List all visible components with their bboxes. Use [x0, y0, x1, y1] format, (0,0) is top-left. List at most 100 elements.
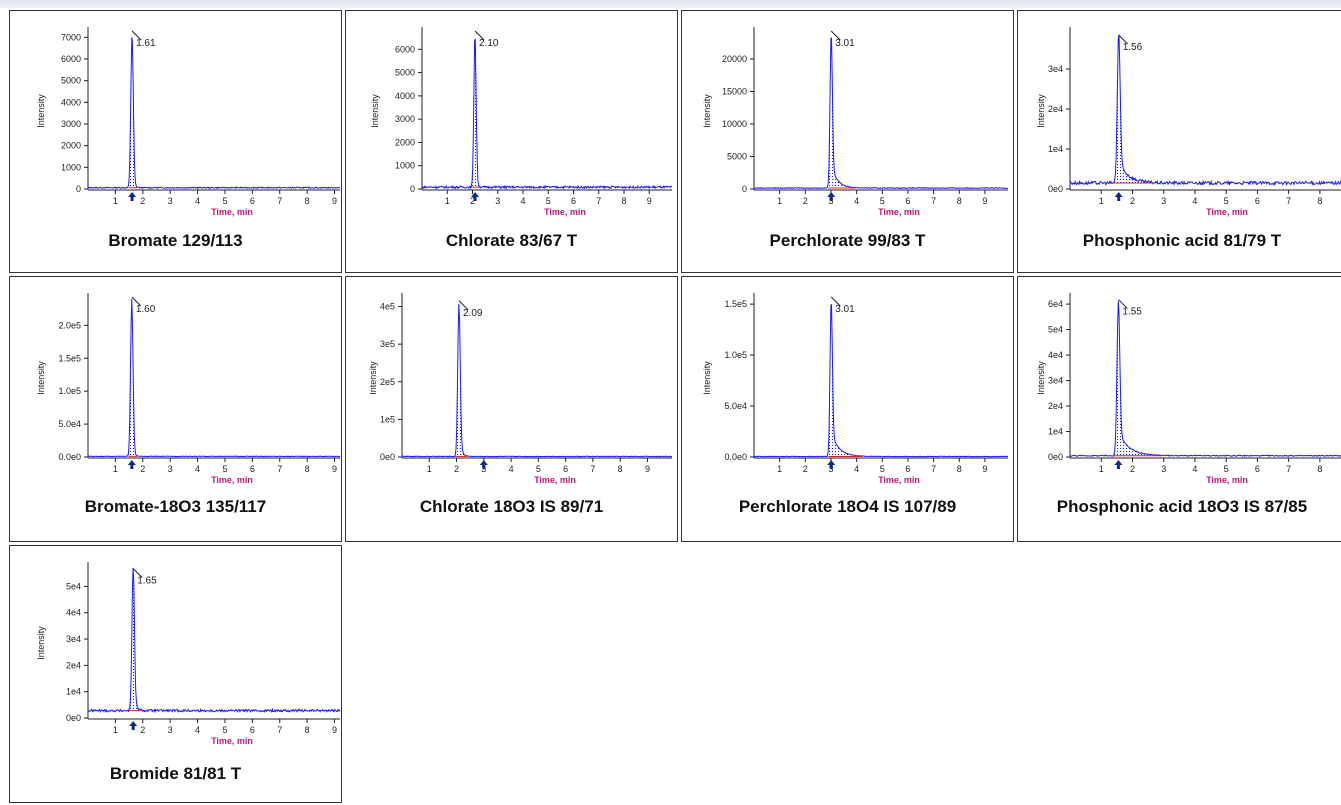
- chromatogram-plot: 0 1000 2000 3000 4000 5000 6000 1 2 3 4 5 6 7 8 9 Intens…: [370, 27, 673, 217]
- x-tick-label: 9: [332, 196, 337, 206]
- chromatogram-panel: 0e01e52e53e54e5123456789IntensityTime, m…: [345, 276, 678, 542]
- y-tick-label: 6000: [61, 54, 81, 64]
- peak-apex-flag: [458, 300, 469, 311]
- x-tick-label: 9: [982, 464, 987, 474]
- expected-rt-arrow-icon: [827, 192, 836, 201]
- expected-rt-arrow-icon: [127, 460, 136, 469]
- x-tick-label: 2: [803, 464, 808, 474]
- x-tick-label: 2: [140, 196, 145, 206]
- x-tick-label: 1: [1099, 196, 1104, 206]
- x-tick-label: 3: [1161, 464, 1166, 474]
- y-tick-label: 2000: [395, 137, 415, 147]
- x-tick-label: 4: [195, 725, 200, 735]
- y-tick-label: 4e4: [1048, 350, 1063, 360]
- x-axis-title: Time, min: [211, 736, 253, 746]
- y-tick-label: 5e4: [1048, 325, 1063, 335]
- signal-trace: [753, 37, 1008, 190]
- y-tick-label: 1e4: [1048, 144, 1063, 154]
- y-axis-title: Intensity: [702, 94, 712, 128]
- y-tick-label: 0e0: [1048, 184, 1063, 194]
- x-tick-label: 6: [250, 725, 255, 735]
- x-tick-label: 2: [803, 196, 808, 206]
- x-tick-label: 6: [1255, 196, 1260, 206]
- x-tick-label: 2: [1130, 196, 1135, 206]
- y-tick-label: 3e5: [380, 339, 395, 349]
- y-tick-label: 6e4: [1048, 299, 1063, 309]
- y-tick-label: 1e4: [66, 687, 81, 697]
- x-tick-label: 4: [509, 464, 514, 474]
- x-tick-label: 9: [332, 725, 337, 735]
- x-tick-label: 3: [168, 196, 173, 206]
- chromatogram-panel: 0 1000 2000 3000 4000 5000 6000 1 2 3 4 5 6 7 8 9 Intens…: [345, 10, 678, 273]
- x-tick-label: 9: [647, 196, 652, 206]
- expected-rt-arrow-icon: [128, 192, 137, 201]
- x-tick-label: 5: [1224, 196, 1229, 206]
- y-axis-title: Intensity: [36, 626, 46, 660]
- chromatogram-plot: 0e0 1e4 2e4 3e4 4e4 5e4 6e4 1 2 3 4 5 6 7 8 Intensity Ti…: [1036, 293, 1341, 485]
- expected-rt-arrow-icon: [1114, 460, 1123, 469]
- retention-time-label: 1.65: [137, 576, 157, 587]
- x-tick-label: 6: [905, 196, 910, 206]
- chromatogram-caption: Phosphonic acid 18O3 IS 87/85: [1056, 497, 1308, 516]
- y-tick-label: 2000: [61, 141, 81, 151]
- chromatogram-panel: 0e0 1e4 2e4 3e4 4e4 5e4 1 2 3 4 5 6 7 8 9 Intensity Time…: [9, 545, 342, 803]
- x-tick-label: 4: [854, 464, 859, 474]
- x-tick-label: 2: [454, 464, 459, 474]
- peak-apex-flag: [1118, 299, 1128, 309]
- x-tick-label: 1: [1099, 464, 1104, 474]
- signal-trace: [753, 304, 1009, 458]
- chromatogram-panel: 0.0e0 5.0e4 1.0e5 1.5e5 2.0e5 1 2 3 4 5 6 7 8 9 Intens…: [9, 276, 342, 542]
- window-top-bar: [0, 0, 1341, 8]
- expected-rt-arrow-icon: [471, 192, 480, 201]
- y-tick-label: 5000: [727, 152, 747, 162]
- y-tick-label: 1.0e5: [724, 350, 747, 360]
- chromatogram-plot: 0e0 1e4 2e4 3e4 1 2 3 4 5 6 7 8 Intensity Time, min 1.…: [1036, 27, 1341, 217]
- chromatogram-caption: Perchlorate 18O4 IS 107/89: [738, 497, 957, 516]
- y-tick-label: 7000: [61, 32, 81, 42]
- y-tick-label: 3000: [61, 119, 81, 129]
- signal-trace: [1069, 34, 1341, 187]
- x-tick-label: 7: [1286, 464, 1291, 474]
- y-tick-label: 6000: [395, 44, 415, 54]
- y-tick-label: 4000: [395, 91, 415, 101]
- x-tick-label: 2: [1130, 464, 1135, 474]
- x-tick-label: 3: [1161, 196, 1166, 206]
- chromatogram-caption: Perchlorate 99/83 T: [769, 231, 926, 250]
- peak-apex-flag: [474, 30, 485, 41]
- x-tick-label: 8: [618, 464, 623, 474]
- x-tick-label: 1: [113, 464, 118, 474]
- x-tick-label: 8: [622, 196, 627, 206]
- chromatogram-caption: Bromate 129/113: [108, 231, 243, 250]
- x-tick-label: 9: [645, 464, 650, 474]
- x-tick-label: 8: [305, 725, 310, 735]
- y-tick-label: 1000: [395, 161, 415, 171]
- expected-rt-arrow-icon: [827, 460, 836, 469]
- retention-time-label: 2.10: [479, 38, 499, 49]
- x-tick-label: 7: [277, 725, 282, 735]
- x-tick-label: 4: [195, 196, 200, 206]
- chromatogram-panel: 0.0e05.0e41.0e51.5e5123456789IntensityTi…: [681, 276, 1014, 542]
- x-tick-label: 4: [195, 464, 200, 474]
- y-tick-label: 0: [76, 184, 81, 194]
- y-tick-label: 0: [410, 184, 415, 194]
- peak-apex-flag: [1118, 34, 1129, 45]
- y-tick-label: 10000: [722, 119, 747, 129]
- x-axis-title: Time, min: [544, 207, 586, 217]
- peak-apex-flag: [132, 568, 143, 578]
- retention-time-label: 3.01: [835, 304, 855, 315]
- signal-trace: [421, 38, 673, 190]
- y-tick-label: 0: [742, 184, 747, 194]
- x-tick-label: 7: [277, 464, 282, 474]
- y-axis-title: Intensity: [702, 361, 712, 395]
- y-tick-label: 2e4: [1048, 104, 1063, 114]
- y-tick-label: 0.0e0: [58, 452, 81, 462]
- x-tick-label: 1: [777, 464, 782, 474]
- x-tick-label: 6: [250, 464, 255, 474]
- retention-time-label: 1.61: [136, 38, 156, 49]
- chromatogram-plot: 0 1000 2000 3000 4000 5000 6000 7000 1 2 3 4 5 6 7 8 9 In…: [36, 27, 341, 217]
- y-axis-title: Intensity: [36, 94, 46, 128]
- y-tick-label: 4000: [61, 97, 81, 107]
- x-axis-title: Time, min: [211, 475, 253, 485]
- peak-apex-flag: [830, 296, 841, 307]
- x-tick-label: 3: [168, 725, 173, 735]
